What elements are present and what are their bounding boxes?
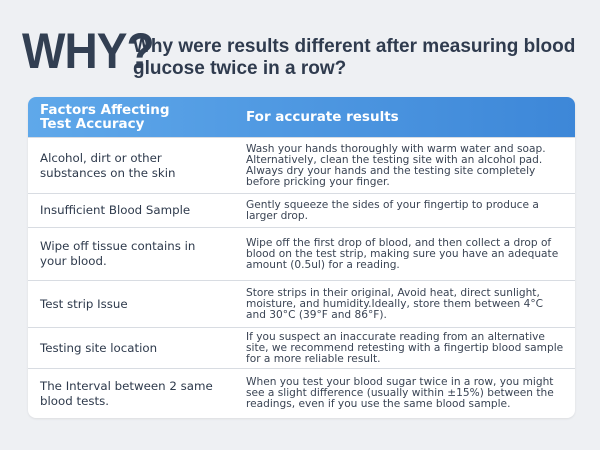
table: Factors Affecting Test Accuracy For accu… [28,97,575,418]
factor-cell: Insufficient Blood Sample [40,203,191,217]
remedy-cell: Wipe off the first drop of blood, and th… [246,236,559,271]
remedy-cell: If you suspect an inaccurate reading fro… [246,330,564,365]
table-header: Factors Affecting Test Accuracy For accu… [28,97,575,137]
factor-cell: Wipe off tissue contains in your blood. [40,239,196,268]
factor-cell: Alcohol, dirt or other substances on the… [40,150,176,180]
remedy-cell: Wash your hands thoroughly with warm wat… [246,142,546,188]
remedy-cell: When you test your blood sugar twice in … [246,376,554,410]
table-row: Insufficient Blood Sample Gently squeeze … [28,193,575,227]
table-row: Alcohol, dirt or other substances on the… [28,137,575,193]
badge: WHY? [22,23,155,79]
remedy-cell: Gently squeeze the sides of your fingert… [246,198,539,222]
factor-cell: The Interval between 2 same blood tests. [40,378,213,408]
factor-cell: Testing site location [40,340,158,355]
remedy-cell: Store strips in their original, Avoid he… [246,286,544,321]
table-row: Wipe off tissue contains in your blood. W… [28,227,575,280]
table-row: The Interval between 2 same blood tests.… [28,368,575,418]
title: Why were results different after measuri… [133,36,576,79]
table-row: Test strip Issue Store strips in their or… [28,280,575,327]
factor-cell: Test strip Issue [40,296,128,311]
table-row: Testing site location If you suspect an i… [28,327,575,368]
column-header: For accurate results [246,109,399,125]
column-header: Factors Affecting Test Accuracy [40,102,170,132]
